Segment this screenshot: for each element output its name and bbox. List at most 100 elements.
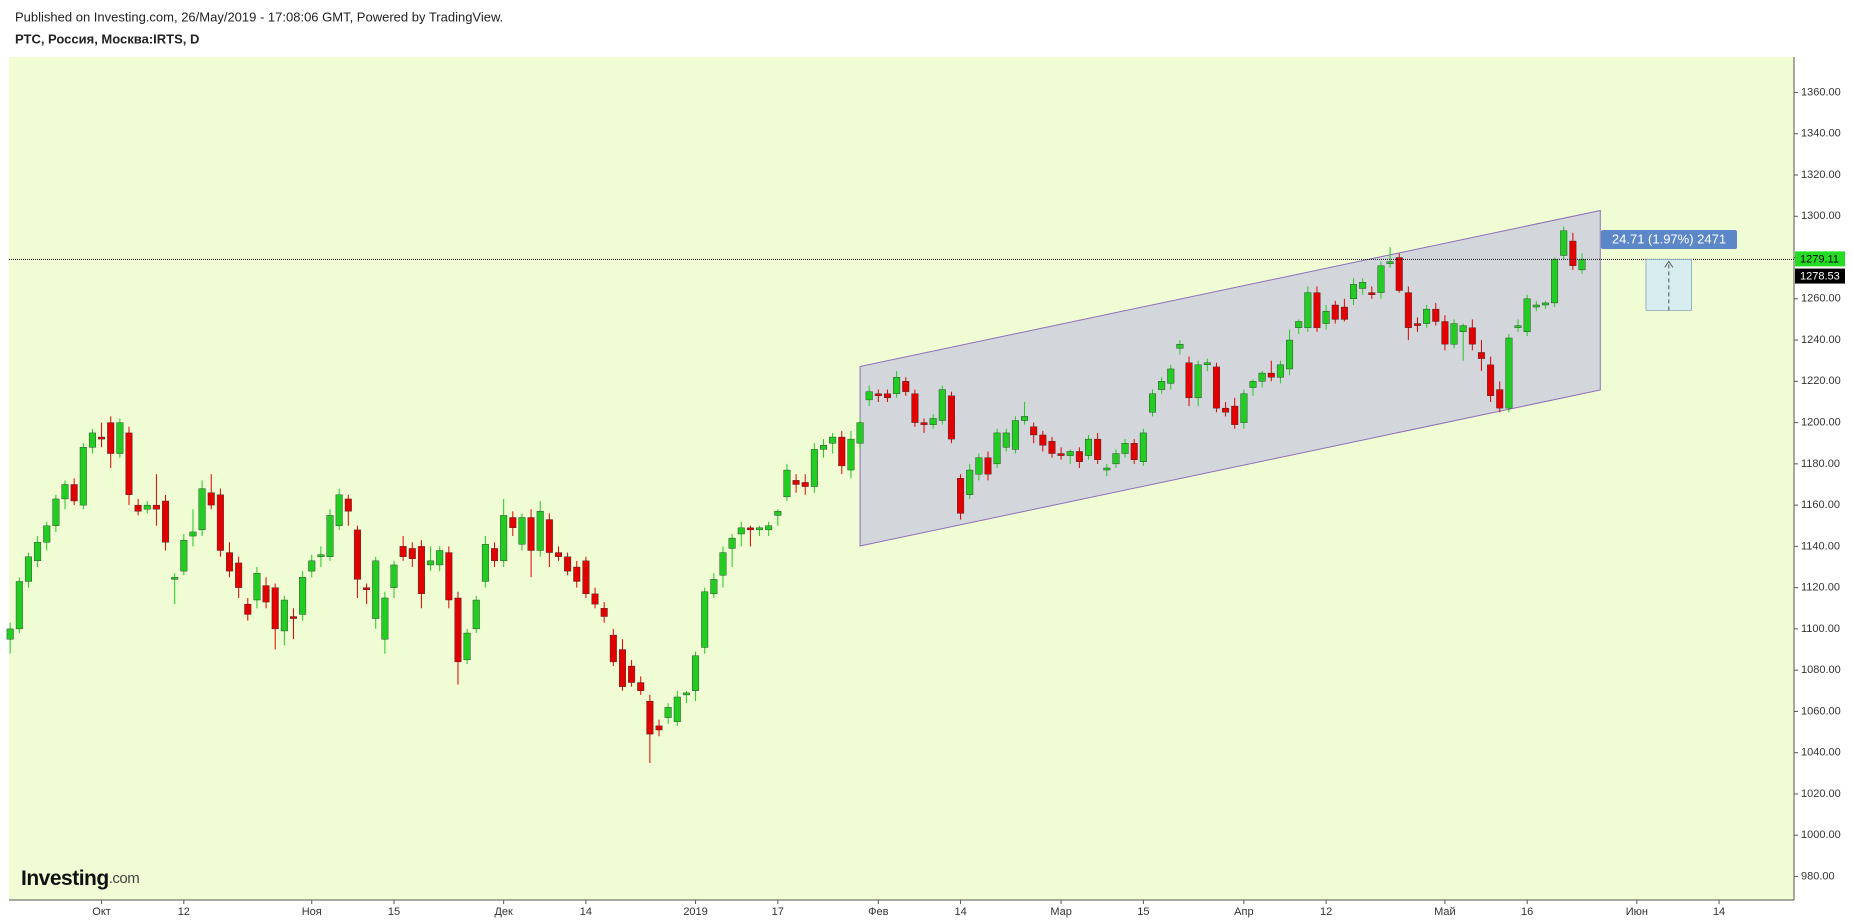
candle-body [1057, 453, 1065, 456]
candle-body [481, 544, 489, 582]
candle-body [491, 548, 499, 562]
candle-body [125, 432, 133, 495]
candle-body [838, 436, 846, 467]
candle-body [1414, 323, 1421, 326]
candle-body [1441, 321, 1449, 345]
candle-body [646, 700, 654, 735]
y-tick-label: 1120.00 [1801, 582, 1840, 594]
candle-body [1404, 292, 1412, 328]
candle-body [436, 550, 444, 566]
candle-body [911, 393, 919, 423]
x-tick-label: Фев [868, 906, 888, 918]
y-tick-label: 1000.00 [1801, 829, 1841, 841]
x-tick-label: Дек [494, 906, 513, 918]
candle-body [1377, 265, 1385, 293]
candle-body [235, 562, 243, 588]
y-tick-label: 1260.00 [1801, 293, 1841, 305]
candle-body [573, 566, 581, 582]
y-tick-label: 1040.00 [1801, 747, 1841, 759]
candle-body [262, 585, 270, 603]
candle-body [1130, 443, 1138, 460]
candle-body [701, 591, 709, 648]
candle-body [1011, 420, 1019, 450]
candle-body [856, 422, 864, 444]
candle-body [1569, 240, 1577, 266]
candle-body [792, 480, 800, 485]
candle-body [710, 579, 718, 595]
x-tick-label: 16 [1521, 906, 1533, 918]
candle-body [582, 560, 590, 595]
y-tick-label: 1360.00 [1801, 86, 1841, 98]
candle-body [618, 649, 626, 687]
candle-body [372, 560, 380, 619]
last-close-box [1795, 268, 1845, 284]
candle-body [820, 445, 827, 450]
candle-body [1039, 434, 1047, 446]
y-tick-label: 1060.00 [1801, 705, 1841, 717]
x-tick-label: Июн [1626, 906, 1648, 918]
x-tick-label: 14 [954, 906, 966, 918]
candle-body [609, 634, 617, 663]
candle-body [1103, 467, 1111, 471]
candle-body [527, 517, 535, 551]
candle-body [829, 436, 837, 444]
candle-body [1551, 259, 1559, 304]
candle-body [326, 515, 334, 557]
candle-body [417, 546, 425, 595]
y-tick-label: 1080.00 [1801, 664, 1841, 676]
candle-body [774, 511, 782, 516]
candle-body [1477, 352, 1485, 359]
candle-body [381, 597, 389, 640]
x-tick-label: Май [1434, 906, 1456, 918]
y-tick-label: 1240.00 [1801, 334, 1841, 346]
candle-body [920, 422, 928, 425]
candle-body [984, 457, 992, 475]
candle-body [1450, 323, 1458, 345]
candle-body [600, 608, 608, 617]
candle-body [874, 393, 882, 396]
candle-body [399, 546, 407, 557]
candle-body [1487, 364, 1495, 396]
candle-body [1304, 292, 1312, 328]
candle-body [253, 572, 261, 601]
candle-body [1258, 372, 1266, 382]
candle-body [1021, 416, 1029, 421]
candle-body [545, 519, 553, 553]
candle-body [518, 517, 526, 545]
candle-body [801, 482, 809, 487]
candle-body [765, 525, 773, 531]
candle-body [1194, 364, 1202, 399]
candle-body [244, 603, 252, 615]
candle-body [509, 517, 517, 529]
candle-body [152, 504, 160, 510]
y-tick-label: 1340.00 [1801, 128, 1841, 140]
candle-body [1139, 432, 1147, 462]
candle-body [1112, 453, 1120, 465]
candle-body [1541, 302, 1549, 306]
x-tick-label: 17 [772, 906, 784, 918]
candle-body [171, 577, 179, 580]
candle-body [993, 432, 1001, 465]
candle-body [6, 628, 14, 640]
symbol-title: РТС, Россия, Москва:IRTS, D [15, 31, 199, 46]
candle-body [335, 494, 343, 526]
candle-body [1212, 366, 1220, 409]
y-tick-label: 1160.00 [1801, 499, 1840, 511]
candle-body [957, 478, 965, 514]
candle-body [637, 682, 645, 691]
y-tick-label: 1100.00 [1801, 623, 1840, 635]
candle-body [1432, 308, 1440, 322]
candle-body [1222, 407, 1230, 413]
candle-body [427, 560, 435, 566]
candle-body [1286, 339, 1294, 370]
candle-body [88, 432, 96, 448]
candle-body [682, 692, 690, 696]
candle-body [408, 548, 416, 559]
candle-body [536, 511, 544, 551]
last-close-label: 1278.53 [1800, 270, 1840, 282]
candle-body [1002, 432, 1010, 448]
measure-label: 24.71 (1.97%) 2471 [1612, 231, 1726, 246]
y-tick-label: 1020.00 [1801, 788, 1841, 800]
candle-body [564, 556, 572, 572]
